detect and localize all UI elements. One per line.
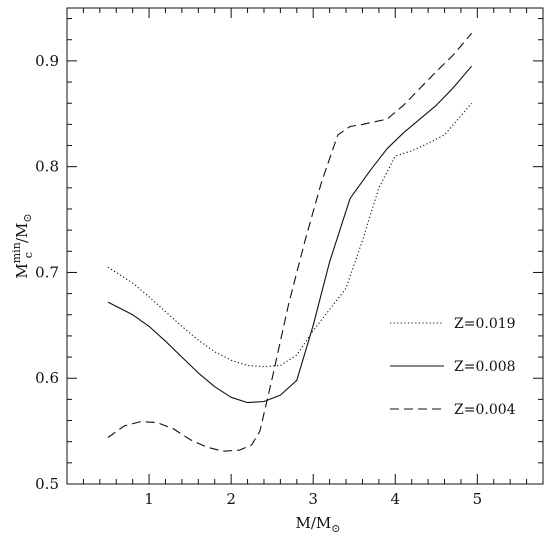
y-tick-label: 0.6	[35, 369, 59, 387]
y-axis-label-main: M	[13, 263, 31, 278]
x-axis-label: M/M⊙	[296, 514, 341, 535]
legend-label: Z=0.019	[454, 316, 516, 332]
x-axis-label-sub: ⊙	[331, 522, 340, 535]
y-tick-label: 0.7	[35, 263, 59, 281]
y-axis-label: Mminc/M⊙	[10, 213, 35, 278]
legend-label: Z=0.008	[454, 359, 516, 375]
y-axis-label-tail: /M	[13, 223, 31, 243]
y-axis-label-tail-sub: ⊙	[21, 213, 34, 222]
x-tick-label: 5	[473, 490, 483, 508]
y-axis-label-sup: min	[10, 242, 23, 263]
series-line	[107, 65, 473, 404]
x-tick-label: 2	[226, 490, 236, 508]
x-tick-label: 4	[391, 490, 401, 508]
y-tick-label: 0.5	[35, 475, 59, 493]
axis-ticks: 1 2 3 4 5 0.5 0.6 0.7 0.8 0.9	[35, 8, 543, 508]
legend-label: Z=0.004	[454, 402, 516, 418]
plot-frame	[66, 7, 544, 485]
series-lines	[107, 33, 473, 452]
y-tick-label: 0.8	[35, 158, 59, 176]
legend: Z=0.019 Z=0.008 Z=0.004	[390, 316, 516, 418]
x-tick-label: 3	[308, 490, 318, 508]
x-axis-label-main: M/M	[296, 514, 332, 532]
x-tick-label: 1	[144, 490, 154, 508]
y-axis-label-sub: c	[22, 252, 35, 258]
series-line	[107, 102, 473, 368]
series-line	[107, 33, 473, 452]
y-tick-label: 0.9	[35, 52, 59, 70]
